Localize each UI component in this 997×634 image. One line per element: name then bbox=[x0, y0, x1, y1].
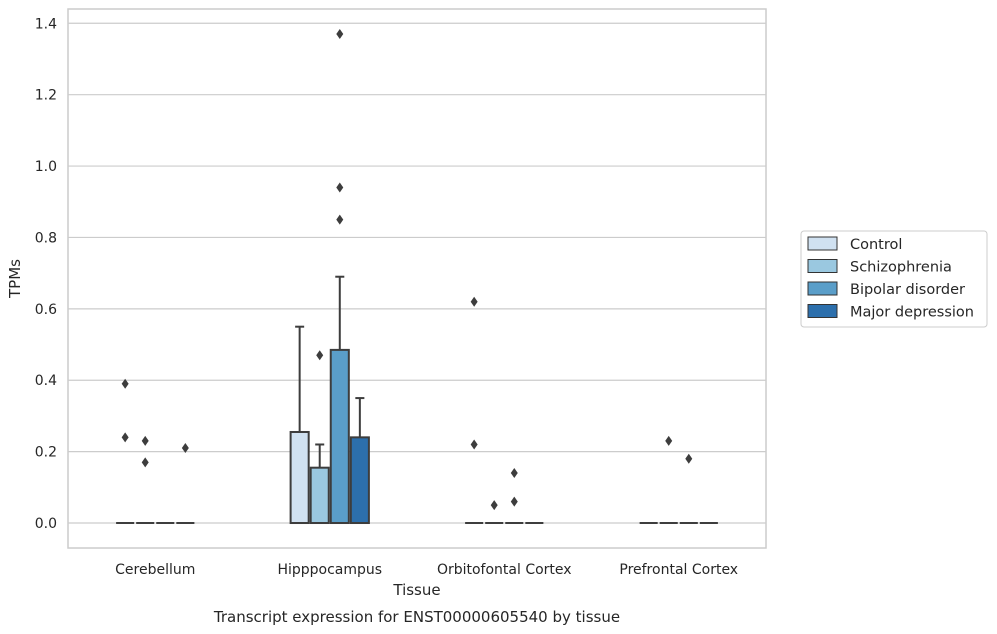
legend-items: Control Schizophrenia Bipolar disorder Majo… bbox=[807, 236, 974, 321]
box-3-1 bbox=[659, 435, 678, 525]
outlier-point bbox=[316, 350, 324, 361]
x-tick-label: Cerebellum bbox=[115, 562, 195, 578]
plot-frame bbox=[67, 8, 767, 549]
box-1-0 bbox=[289, 325, 310, 525]
box-2-0 bbox=[465, 296, 484, 525]
y-tick-label: 1.2 bbox=[35, 88, 57, 104]
box-1-2 bbox=[329, 28, 350, 525]
legend-label: Bipolar disorder bbox=[850, 282, 965, 298]
y-tick-label: 0.2 bbox=[35, 445, 57, 461]
legend-label: Schizophrenia bbox=[850, 260, 952, 276]
outlier-point bbox=[336, 28, 344, 39]
y-tick-label: 1.0 bbox=[35, 159, 57, 175]
outlier-point bbox=[181, 443, 189, 454]
legend: Control Schizophrenia Bipolar disorder Majo… bbox=[800, 230, 988, 328]
x-tick-labels: Cerebellum Hipppocampus Orbitofontal Corte… bbox=[115, 562, 738, 578]
outlier-point bbox=[336, 182, 344, 193]
outlier-point bbox=[470, 296, 478, 307]
y-tick-label: 1.4 bbox=[35, 16, 57, 32]
legend-label: Control bbox=[850, 237, 902, 253]
outlier-point bbox=[121, 378, 129, 389]
plot-boxes bbox=[116, 28, 718, 525]
x-tick-label: Orbitofontal Cortex bbox=[437, 562, 572, 578]
box-1-1 bbox=[309, 350, 330, 525]
grid-lines bbox=[68, 22, 766, 524]
x-tick-label: Hipppocampus bbox=[277, 562, 382, 578]
x-tick-label: Prefrontal Cortex bbox=[619, 562, 738, 578]
legend-swatch bbox=[807, 259, 838, 273]
legend-swatch bbox=[807, 304, 838, 318]
box-0-3 bbox=[176, 443, 195, 525]
outlier-point bbox=[510, 496, 518, 507]
legend-label: Major depression bbox=[850, 305, 974, 321]
box-rect bbox=[329, 348, 350, 525]
y-tick-label: 0.0 bbox=[35, 516, 57, 532]
legend-swatch bbox=[807, 236, 838, 251]
outlier-point bbox=[490, 500, 498, 511]
x-axis-title: Tissue bbox=[392, 581, 440, 599]
y-tick-label: 0.8 bbox=[35, 230, 57, 246]
box-rect bbox=[289, 430, 310, 525]
y-tick-label: 0.4 bbox=[35, 373, 57, 389]
y-tick-labels: 0.0 0.2 0.4 0.6 0.8 1.0 1.2 1.4 bbox=[35, 16, 57, 532]
outlier-point bbox=[665, 435, 673, 446]
outlier-point bbox=[470, 439, 478, 450]
box-3-2 bbox=[679, 453, 698, 525]
y-axis-title: TPMs bbox=[6, 259, 24, 299]
box-0-0 bbox=[116, 378, 135, 525]
outlier-point bbox=[336, 214, 344, 225]
box-rect bbox=[309, 466, 330, 525]
chart-caption: Transcript expression for ENST0000060554… bbox=[213, 608, 620, 626]
outlier-point bbox=[141, 457, 149, 468]
box-2-1 bbox=[485, 500, 504, 525]
y-tick-label: 0.6 bbox=[35, 302, 57, 318]
outlier-point bbox=[121, 432, 129, 443]
box-0-1 bbox=[136, 435, 155, 525]
box-rect bbox=[349, 436, 370, 525]
legend-frame bbox=[800, 230, 988, 328]
outlier-point bbox=[685, 453, 693, 464]
box-1-3 bbox=[349, 397, 370, 525]
legend-swatch bbox=[807, 281, 838, 296]
outlier-point bbox=[141, 435, 149, 446]
box-2-2 bbox=[505, 468, 524, 525]
outlier-point bbox=[510, 468, 518, 479]
